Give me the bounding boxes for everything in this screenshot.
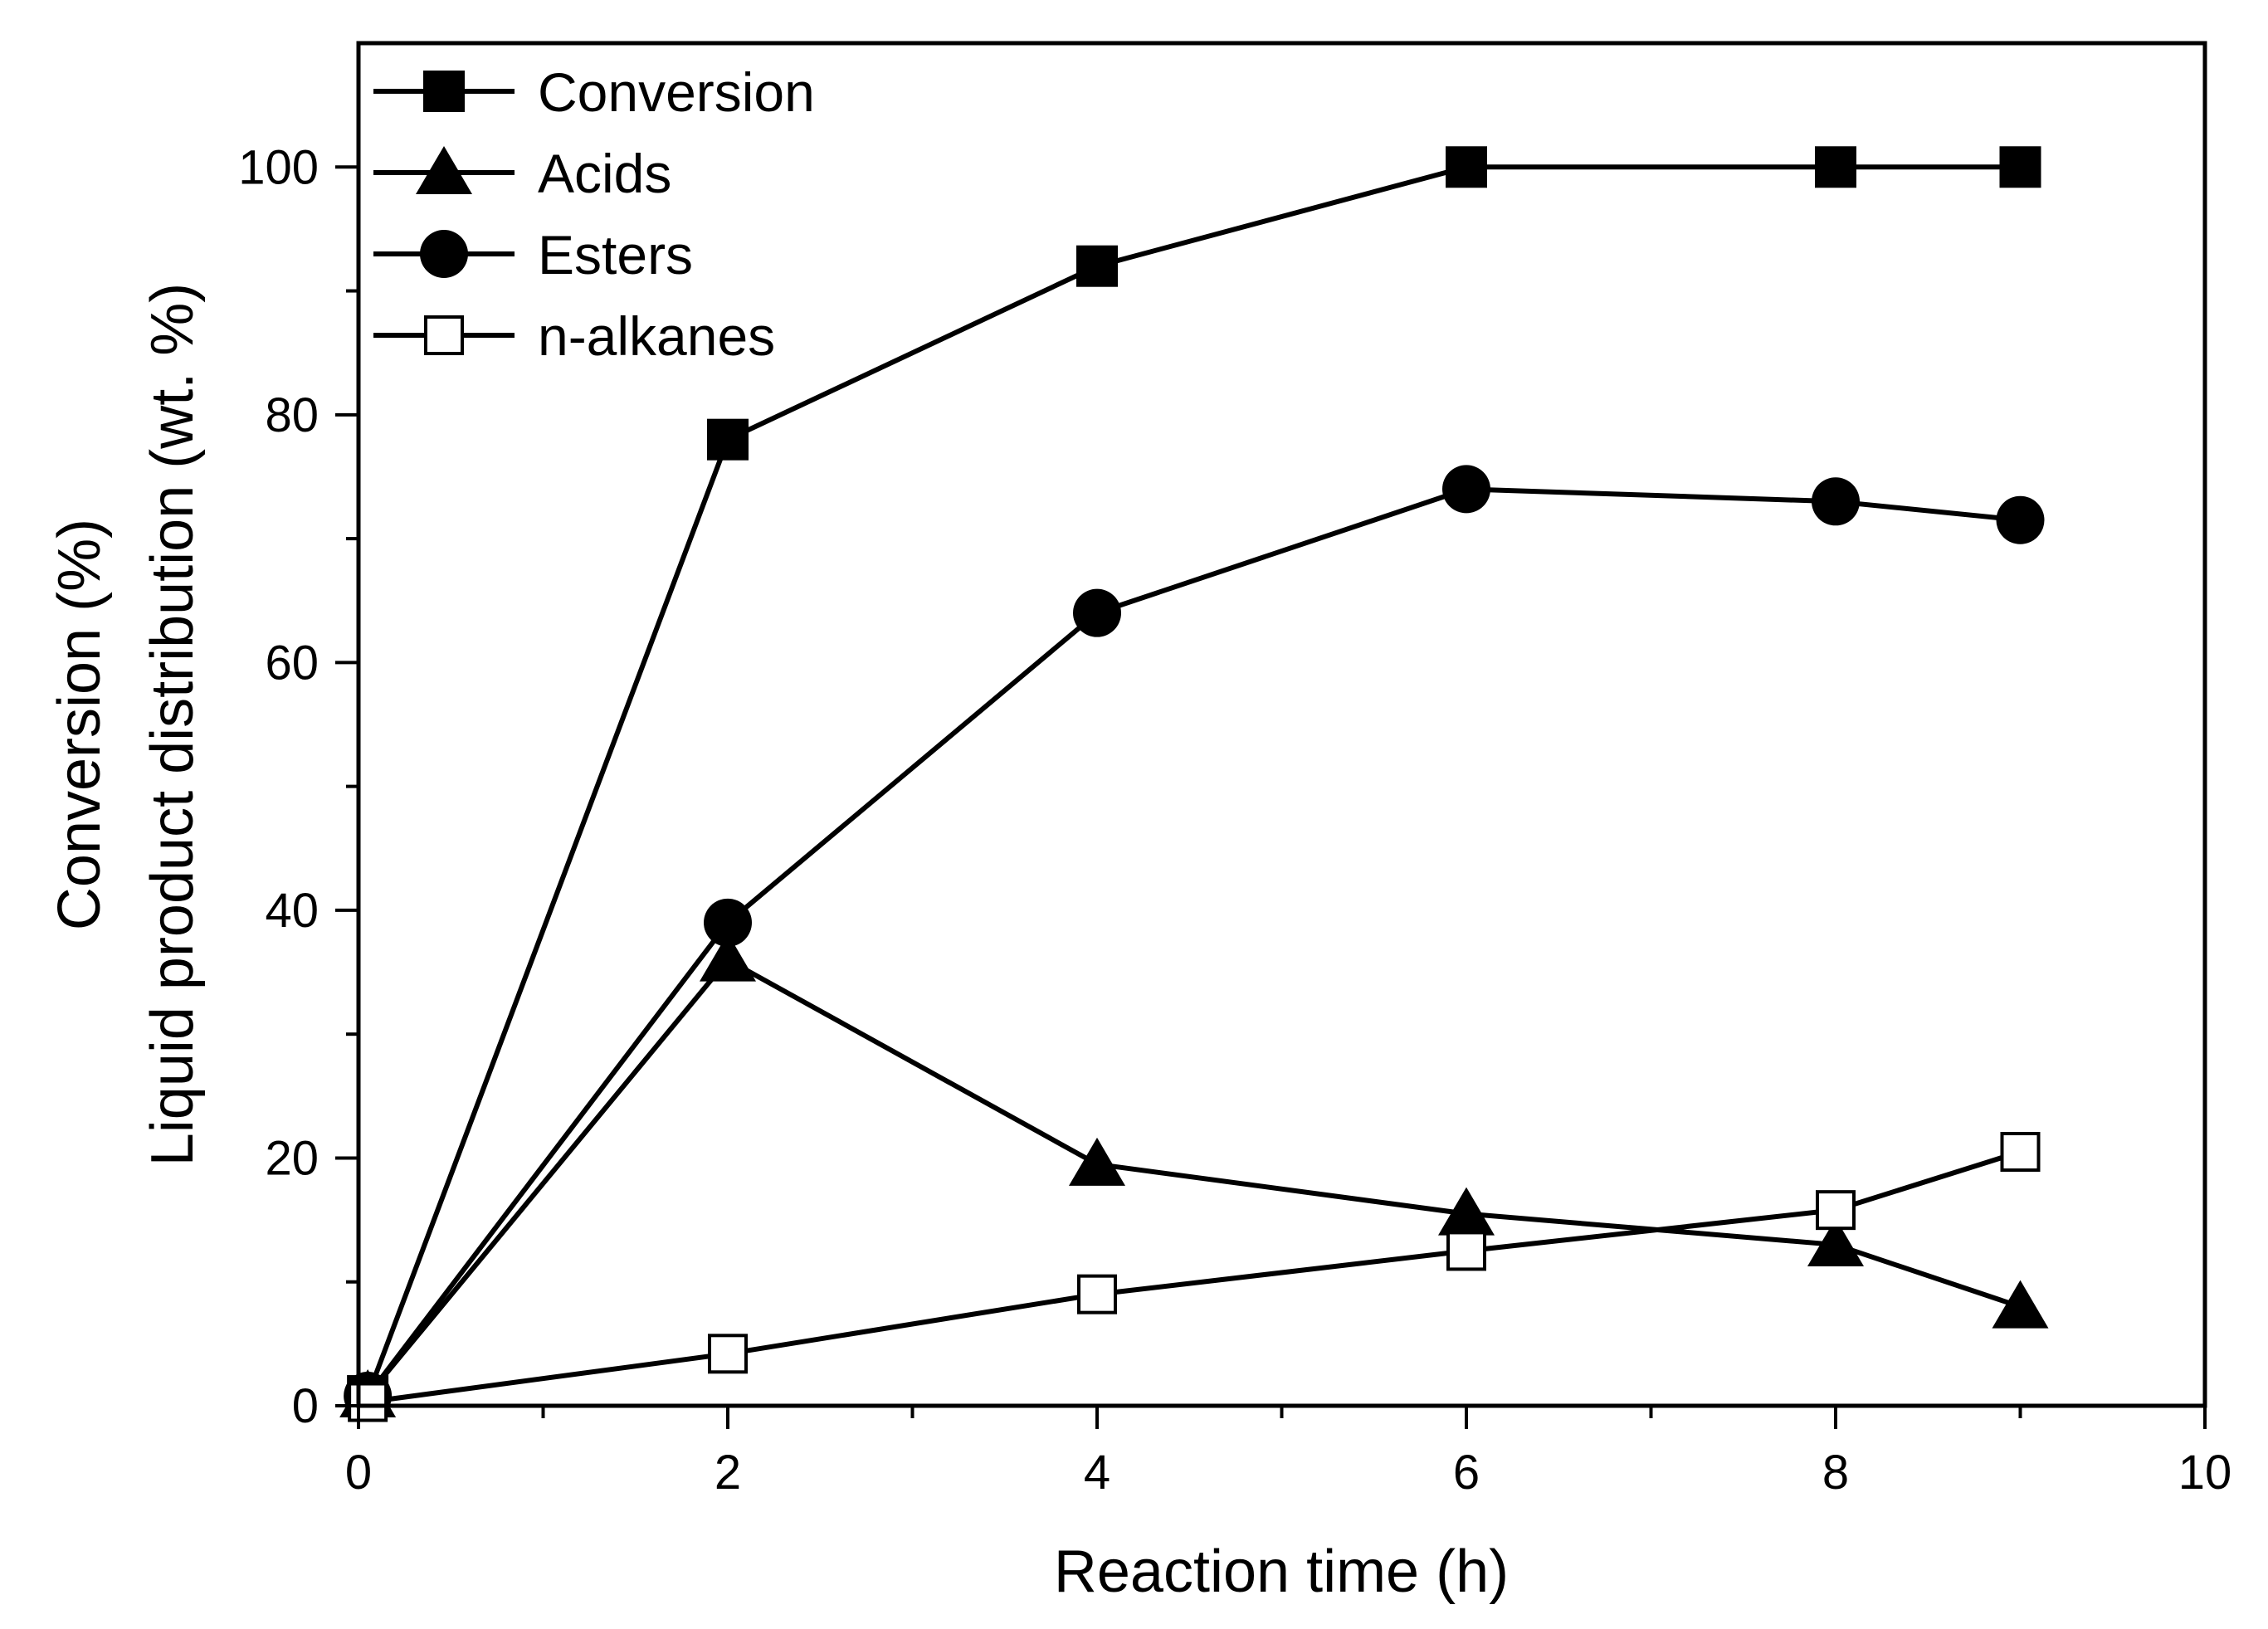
series-esters-point-shape [1812,477,1860,526]
series-acids-point [1992,1280,2049,1329]
series-n-alkanes-point-shape [348,1382,388,1422]
series-conversion-point-shape [1076,245,1118,287]
x-tick-label: 6 [1453,1446,1480,1500]
y-tick-label: 0 [292,1379,319,1433]
series-conversion-point [707,418,749,461]
series-acids-point [700,933,756,982]
y-tick-label: 100 [238,140,319,194]
series-acids-point [1807,1217,1864,1266]
series-n-alkanes-point [2000,1131,2041,1172]
legend-item-esters-marker-shape [420,230,468,278]
series-n-alkanes-point-shape [1446,1231,1486,1271]
y-axis-title-conversion: Conversion (%) [46,519,113,930]
x-tick-label: 0 [345,1446,372,1500]
series-conversion-point [1076,245,1118,287]
series-acids-line [365,957,2022,1397]
series-esters-point [704,898,752,947]
series-n-alkanes-point [1446,1231,1486,1271]
legend-item-n-alkanes-marker-shape [424,315,464,355]
series-n-alkanes-point [708,1334,748,1374]
series-n-alkanes-point-shape [1816,1190,1856,1231]
series-esters-point-shape [1442,465,1490,514]
series-acids-point-shape [1069,1137,1125,1186]
series-n-alkanes-point-shape [708,1334,748,1374]
series-conversion-point-shape [1999,146,2041,188]
series-esters-point [1812,477,1860,526]
series-conversion-point-shape [707,418,749,461]
series-esters-point [1442,465,1490,514]
series-conversion-point [1999,146,2041,188]
legend-item-esters: Esters [373,224,693,285]
x-tick-label: 2 [715,1446,741,1500]
legend-item-conversion-label: Conversion [538,61,815,123]
x-axis-title: Reaction time (h) [1054,1539,1509,1605]
series-acids-point [1438,1187,1495,1236]
legend-item-acids-marker-shape [416,146,472,194]
series-conversion-point [1815,146,1856,188]
series-esters [344,465,2045,1421]
y-tick-label: 60 [265,636,319,690]
legend-item-acids-marker [416,146,472,194]
series-acids-point [1069,1137,1125,1186]
series-conversion [347,146,2041,1417]
series-acids [339,933,2049,1418]
series-acids-point-shape [1807,1217,1864,1266]
series-n-alkanes-point [348,1382,388,1422]
y-axis-title-distribution: Liquid product distribution (wt. %) [139,283,206,1167]
y-tick-label: 80 [265,388,319,442]
series-n-alkanes-point-shape [1077,1274,1117,1314]
series-n-alkanes-line [367,1149,2022,1405]
y-tick-label: 40 [265,884,319,938]
legend-item-esters-label: Esters [538,224,693,285]
series-conversion-line [365,164,2021,1397]
series-acids-point-shape [1992,1280,2049,1329]
series-esters-line [365,486,2021,1397]
y-tick-label: 20 [265,1131,319,1185]
legend: Conversion Acids Esters n-alkanes [373,61,815,367]
series-acids-point-shape [700,933,756,982]
series-n-alkanes [348,1131,2041,1422]
legend-item-conversion-marker-shape [423,71,465,112]
series-esters-point-shape [1996,495,2045,544]
legend-item-n-alkanes: n-alkanes [373,305,775,367]
legend-item-esters-marker [420,230,468,278]
series-n-alkanes-point [1816,1190,1856,1231]
series-conversion-point-shape [1446,146,1487,188]
series-conversion-point-shape [1815,146,1856,188]
legend-item-acids-label: Acids [538,143,671,204]
legend-item-n-alkanes-label: n-alkanes [538,305,775,367]
legend-item-conversion-marker [423,71,465,112]
x-tick-label: 8 [1822,1446,1849,1500]
series-esters-point [1073,588,1121,637]
legend-item-n-alkanes-marker [424,315,464,355]
x-tick-label: 4 [1084,1446,1110,1500]
series-esters-point-shape [704,898,752,947]
series-acids-point-shape [1438,1187,1495,1236]
series-esters-point-shape [1073,588,1121,637]
legend-item-acids: Acids [373,143,671,204]
x-tick-label: 10 [2178,1446,2232,1500]
series-n-alkanes-point [1077,1274,1117,1314]
legend-item-conversion: Conversion [373,61,815,123]
series-n-alkanes-point-shape [2000,1131,2041,1172]
series-conversion-point [1446,146,1487,188]
series-esters-point [1996,495,2045,544]
series-layer [339,146,2049,1422]
